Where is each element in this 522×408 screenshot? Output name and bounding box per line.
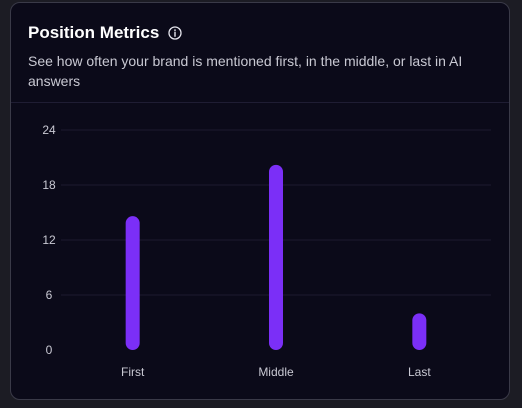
card-subtitle: See how often your brand is mentioned fi… xyxy=(28,53,463,89)
chart-area: 0 6 12 18 24 First Middle Last xyxy=(11,104,509,399)
x-tick-label: Last xyxy=(408,365,431,379)
x-tick-label: First xyxy=(121,365,145,379)
bar-chart: 0 6 12 18 24 First Middle Last xyxy=(42,123,491,379)
y-tick-label: 18 xyxy=(42,178,56,192)
info-circle-icon[interactable] xyxy=(168,26,182,40)
bar-first xyxy=(125,216,140,350)
y-tick-label: 0 xyxy=(46,343,53,357)
y-tick-label: 24 xyxy=(42,123,56,137)
x-tick-label: Middle xyxy=(258,365,294,379)
y-tick-label: 12 xyxy=(42,233,56,247)
card-title: Position Metrics xyxy=(28,23,160,42)
bar-last xyxy=(412,313,427,350)
title-row: Position Metrics xyxy=(28,23,182,43)
position-metrics-card: Position Metrics See how often your bran… xyxy=(10,2,510,400)
card-header: Position Metrics See how often your bran… xyxy=(11,3,509,103)
y-tick-label: 6 xyxy=(46,288,53,302)
bar-middle xyxy=(269,164,283,350)
